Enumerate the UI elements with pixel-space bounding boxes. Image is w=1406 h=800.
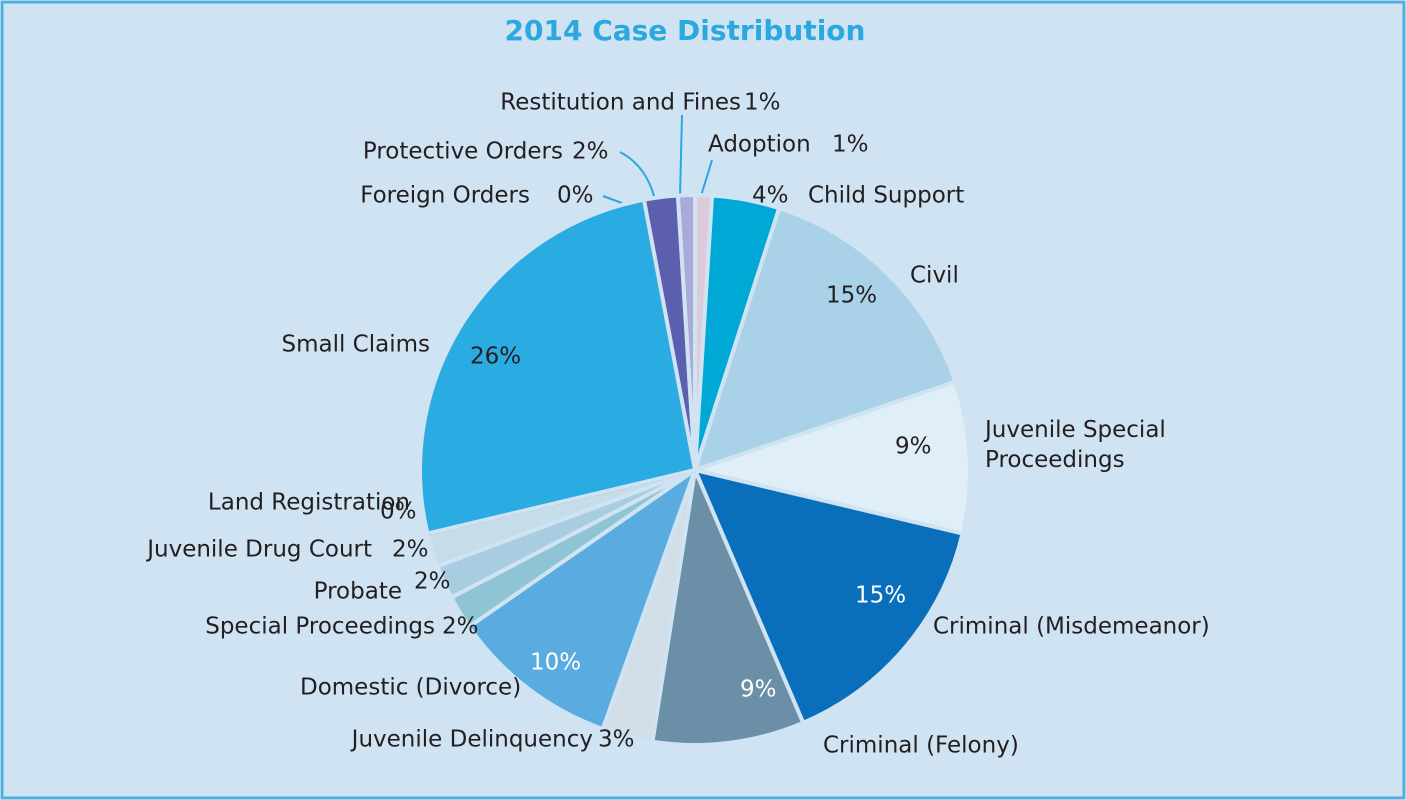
category-label: Restitution and Fines bbox=[500, 90, 741, 116]
pie-slice bbox=[467, 468, 697, 732]
value-label: 2% bbox=[414, 569, 451, 595]
pie-slice bbox=[693, 379, 972, 536]
value-label: 2% bbox=[442, 614, 479, 640]
category-label: Domestic (Divorce) bbox=[300, 675, 521, 701]
value-label: 9% bbox=[895, 434, 932, 460]
pie-slice bbox=[418, 197, 697, 536]
value-label: 1% bbox=[832, 132, 869, 158]
chart-title: 2014 Case Distribution bbox=[505, 14, 866, 47]
category-label: Probate bbox=[314, 579, 402, 605]
value-label: 9% bbox=[740, 677, 777, 703]
value-label: 3% bbox=[598, 727, 635, 753]
category-label: Juvenile Special Proceedings bbox=[985, 417, 1166, 473]
value-label: 2% bbox=[392, 537, 429, 563]
pie-slice bbox=[693, 206, 958, 472]
category-label: Criminal (Misdemeanor) bbox=[933, 614, 1210, 640]
category-label: Adoption bbox=[708, 132, 811, 158]
value-label: 0% bbox=[380, 499, 417, 525]
value-label: 4% bbox=[752, 183, 789, 209]
pie-slice bbox=[675, 193, 697, 472]
value-label: 2% bbox=[572, 139, 609, 165]
category-label: Small Claims bbox=[281, 332, 430, 358]
value-label: 0% bbox=[557, 183, 594, 209]
category-label: Special Proceedings bbox=[205, 614, 435, 640]
category-label: Juvenile Delinquency bbox=[350, 727, 593, 753]
slices bbox=[418, 193, 972, 747]
category-label: Civil bbox=[910, 263, 959, 289]
value-label: 1% bbox=[744, 90, 781, 116]
pie-slice bbox=[693, 468, 965, 725]
category-label: Child Support bbox=[808, 183, 964, 209]
leader-line bbox=[679, 114, 683, 197]
pie-slice bbox=[650, 468, 806, 747]
value-label: 26% bbox=[470, 344, 521, 370]
category-label: Land Registration bbox=[208, 490, 410, 516]
category-label: Criminal (Felony) bbox=[823, 733, 1019, 759]
value-label: 10% bbox=[530, 650, 581, 676]
category-label: Juvenile Drug Court bbox=[145, 537, 372, 563]
leader-line bbox=[700, 159, 713, 197]
value-label: 15% bbox=[855, 583, 906, 609]
category-label: Foreign Orders bbox=[360, 183, 530, 209]
leader-line bbox=[619, 151, 655, 197]
value-label: 15% bbox=[826, 283, 877, 309]
category-label: Protective Orders bbox=[363, 139, 563, 165]
